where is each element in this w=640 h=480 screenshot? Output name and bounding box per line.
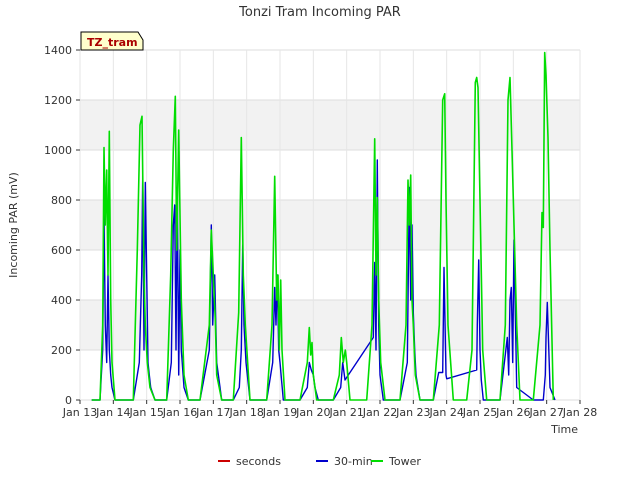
x-tick-label: Jan 27	[528, 406, 563, 419]
plot-band	[80, 300, 580, 350]
legend-label: seconds	[236, 455, 281, 468]
x-tick-label: Jan 20	[295, 406, 330, 419]
series-layer	[91, 51, 556, 401]
y-tick-label: 600	[51, 244, 72, 257]
legend-label: 30-min	[334, 455, 373, 468]
y-axis-label: Incoming PAR (mV)	[7, 172, 20, 278]
legend: seconds 30-min Tower	[218, 455, 421, 468]
series-line-30-min	[91, 159, 556, 401]
x-tick-label: Jan 24	[428, 406, 463, 419]
y-tick-label: 1000	[44, 144, 72, 157]
x-tick-label: Jan 23	[395, 406, 430, 419]
x-tick-label: Jan 26	[495, 406, 530, 419]
y-tick-label: 1400	[44, 44, 72, 57]
x-tick-label: Jan 15	[128, 406, 163, 419]
site-tag: TZ_tram	[80, 31, 144, 51]
plot-band	[80, 350, 580, 400]
y-tick-label: 1200	[44, 94, 72, 107]
plot-band	[80, 250, 580, 300]
y-tick-label: 200	[51, 344, 72, 357]
series-line-tower	[91, 51, 555, 401]
x-tick-label: Jan 16	[162, 406, 197, 419]
y-tick-label: 800	[51, 194, 72, 207]
y-axis: 0 200 400 600 800 1000 1200 1400	[44, 44, 80, 407]
x-tick-label: Jan 14	[95, 406, 130, 419]
x-tick-label: Jan 25	[462, 406, 497, 419]
chart-title: Tonzi Tram Incoming PAR	[238, 5, 401, 20]
y-tick-label: 400	[51, 294, 72, 307]
x-tick-label: Jan 17	[195, 406, 230, 419]
x-tick-label: Jan 21	[328, 406, 363, 419]
y-tick-label: 0	[65, 394, 72, 407]
x-axis-label: Time	[550, 423, 578, 436]
site-tag-label: TZ_tram	[87, 36, 138, 49]
x-tick-label: Jan 28	[562, 406, 597, 419]
plot-background	[80, 50, 580, 400]
plot-band	[80, 200, 580, 250]
site-tag-box	[80, 31, 144, 51]
legend-label: Tower	[388, 455, 421, 468]
x-tick-label: Jan 13	[62, 406, 97, 419]
plot-band	[80, 50, 580, 100]
x-tick-label: Jan 22	[362, 406, 397, 419]
x-tick-label: Jan 19	[262, 406, 297, 419]
plot-band	[80, 150, 580, 200]
plot-band	[80, 100, 580, 150]
x-tick-label: Jan 18	[228, 406, 263, 419]
